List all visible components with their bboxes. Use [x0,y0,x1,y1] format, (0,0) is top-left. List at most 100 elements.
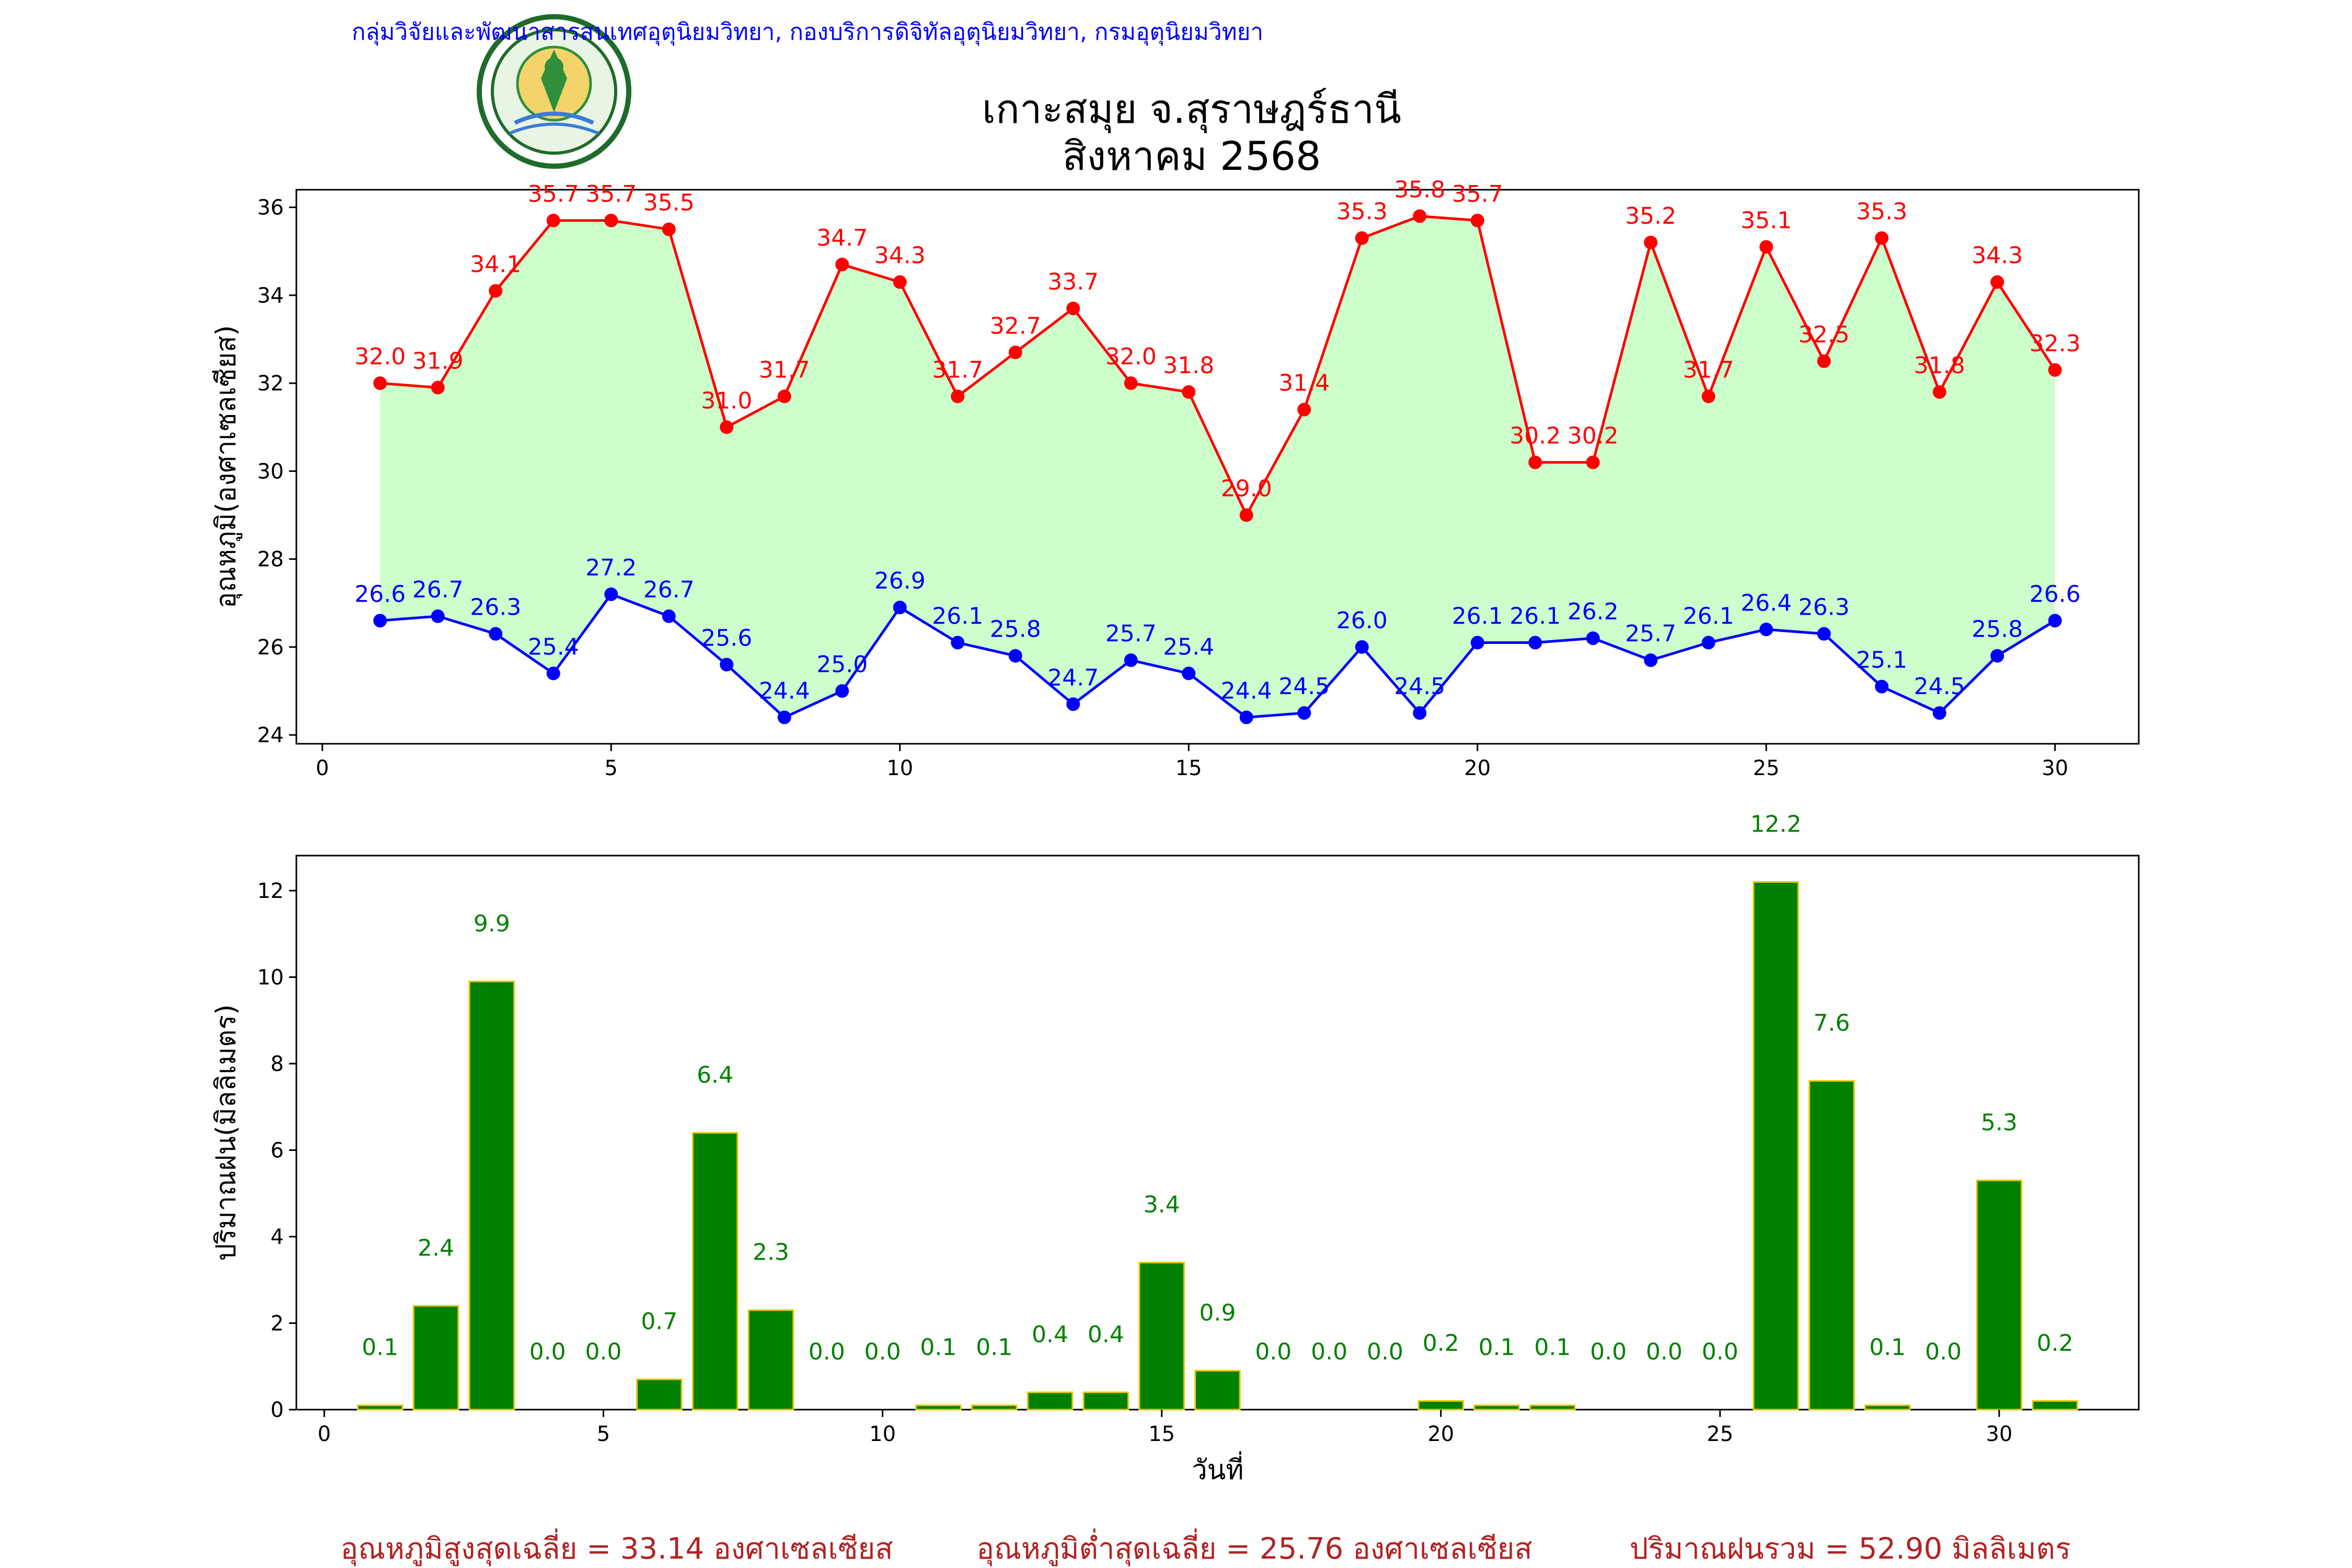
rainfall-value-label: 6.4 [697,1062,733,1088]
min-temperature-value-label: 25.7 [1105,620,1157,647]
max-temperature-point [1008,345,1022,360]
rainfall-y-tick-label: 4 [271,1225,284,1249]
max-temperature-point [1297,402,1311,417]
max-temperature-value-label: 34.1 [470,251,521,278]
max-temperature-value-label: 34.3 [874,243,926,269]
rainfall-bar [971,1404,1018,1411]
min-temperature-value-label: 26.7 [412,577,464,603]
min-temperature-point [1297,706,1311,720]
rainfall-value-label: 0.0 [1367,1339,1403,1365]
max-temperature-value-label: 32.0 [1105,343,1157,370]
max-temperature-value-label: 35.3 [1856,199,1907,225]
max-temperature-point [1355,231,1369,245]
min-temperature-value-label: 25.8 [1971,616,2023,643]
min-temperature-value-label: 25.4 [528,633,579,660]
max-temperature-value-label: 29.0 [1221,476,1272,502]
rainfall-bar [691,1132,739,1411]
rainfall-bar [412,1305,459,1411]
max-temperature-value-label: 31.0 [701,387,752,414]
min-temperature-value-label: 26.1 [932,603,983,630]
temperature-y-tick-label: 24 [257,723,284,747]
rainfall-value-label: 0.0 [1311,1339,1347,1365]
min-temperature-point [720,658,734,672]
temperature-y-tick-label: 34 [257,284,284,308]
min-temperature-point [1875,679,1889,694]
max-temperature-point [1759,240,1773,254]
rainfall-value-label: 5.3 [1981,1109,2017,1136]
rainfall-bar [2032,1400,2078,1411]
max-temperature-value-label: 35.3 [1336,199,1388,225]
rainfall-plot-area [295,855,2140,1411]
min-temperature-point [1586,631,1600,645]
min-temperature-point [1066,697,1080,711]
max-temperature-point [1413,209,1427,223]
min-temperature-value-label: 26.3 [1798,594,1850,621]
max-temperature-value-label: 32.7 [990,313,1041,339]
min-temperature-value-label: 26.1 [1509,603,1561,630]
max-temperature-value-label: 31.4 [1278,370,1330,397]
max-temperature-value-label: 35.5 [643,190,695,216]
temperature-series [373,209,2062,724]
min-temperature-value-label: 24.5 [1914,673,1965,700]
rainfall-chart: 0 5 10 15 20 25 30 0 2 4 6 8 10 12 0.1 2.4 9.9 0.0 0.0 0.7… [211,811,2140,1486]
rainfall-value-label: 0.1 [1479,1334,1515,1361]
rainfall-value-label: 0.1 [976,1334,1012,1361]
period-title: สิงหาคม 2568 [1063,133,1321,179]
min-temperature-value-label: 24.4 [759,678,810,705]
max-temperature-point [1586,455,1600,469]
temperature-y-tick-label: 28 [257,548,284,572]
min-temperature-point [1644,653,1658,667]
min-temperature-value-label: 24.4 [1221,678,1272,705]
rainfall-bar [357,1404,403,1411]
min-temperature-point [777,710,791,724]
temperature-x-tick-label: 0 [316,756,329,780]
max-temperature-point [373,376,387,390]
max-temperature-point [951,389,965,403]
rainfall-bar [1753,881,1799,1411]
min-temperature-value-label: 25.1 [1856,647,1907,674]
min-temperature-value-label: 24.5 [1394,673,1445,700]
min-temperature-point [1008,649,1022,663]
rainfall-bar [468,981,515,1411]
rainfall-y-tick-label: 10 [257,966,284,990]
max-temperature-value-label: 31.9 [412,348,464,375]
rainfall-x-tick-label: 30 [1986,1422,2013,1446]
rainfall-bar [1808,1080,1855,1411]
temperature-y-tick-label: 26 [257,636,284,660]
temperature-axis-ticks: 0 5 10 15 20 25 30 24 26 28 30 32 34 36 [257,196,2068,780]
min-temperature-point [1413,706,1427,720]
min-temperature-point [1528,636,1542,650]
rainfall-value-label: 0.0 [1590,1339,1627,1365]
min-temperature-value-label: 25.7 [1625,620,1676,647]
min-temperature-point [1239,710,1253,724]
max-temperature-value-label: 32.3 [2030,330,2081,357]
max-temperature-value-label: 35.7 [528,181,579,207]
max-temperature-point [893,275,907,289]
summary: อุณหภูมิสูงสุดเฉลี่ย = 33.14 องศาเซลเซีย… [340,1528,2071,1566]
temperature-range-area [380,216,2055,718]
max-temperature-value-label: 35.7 [585,181,637,207]
min-temperature-point [951,636,965,650]
max-temperature-line [380,214,2056,518]
rainfall-y-tick-label: 0 [271,1398,284,1422]
max-temperature-point [1990,275,2004,289]
max-temperature-value-label: 33.7 [1047,269,1099,295]
temperature-y-tick-label: 36 [257,196,284,220]
rainfall-bar [1194,1370,1241,1411]
rainfall-bar [1027,1391,1074,1411]
rainfall-value-label: 0.0 [1925,1339,1962,1365]
rainfall-x-tick-label: 25 [1707,1422,1733,1446]
max-temperature-point [835,258,849,272]
station-title: เกาะสมุย จ.สุราษฎร์ธานี [982,86,1401,133]
max-temperature-value-label: 34.3 [1971,243,2023,269]
min-temperature-line [380,592,2056,719]
rainfall-bars [357,881,2078,1411]
rainfall-bar [915,1404,962,1411]
rainfall-value-label: 0.0 [864,1339,901,1365]
min-temperature-value-label: 26.1 [1452,603,1503,630]
rainfall-x-tick-label: 15 [1148,1422,1175,1446]
max-temperature-value-label: 31.8 [1163,352,1214,379]
rainfall-bar [747,1309,794,1411]
